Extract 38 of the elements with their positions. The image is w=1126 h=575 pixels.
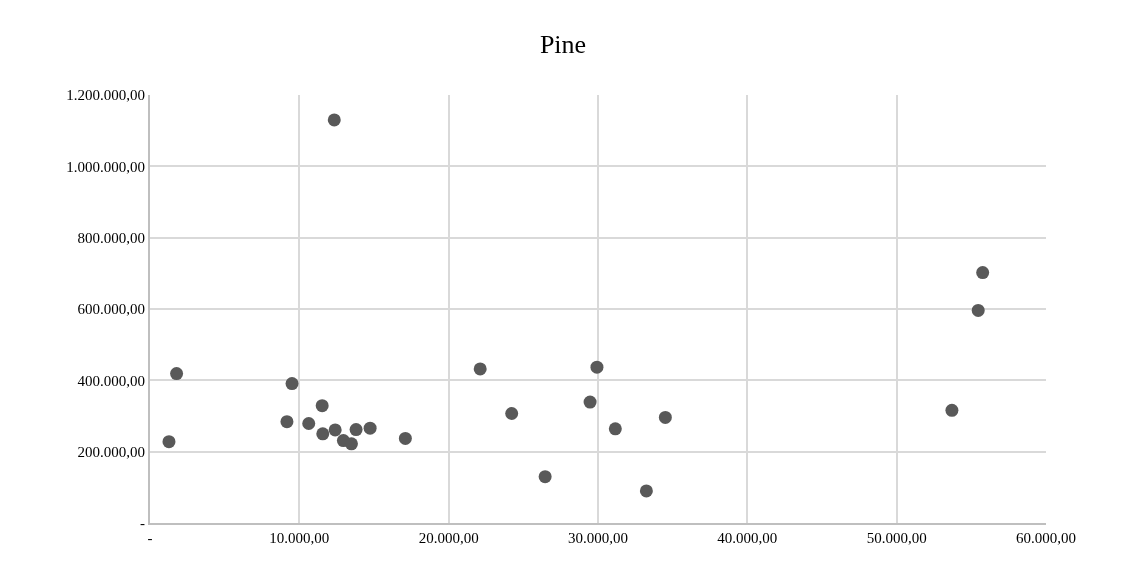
point bbox=[316, 427, 330, 441]
x-tick-label: 20.000,00 bbox=[418, 530, 479, 546]
point bbox=[170, 367, 184, 381]
point bbox=[608, 422, 622, 436]
x-tick-label: 10.000,00 bbox=[269, 530, 330, 546]
point bbox=[583, 395, 597, 409]
y-tick-label: 200.000,00 bbox=[77, 443, 145, 460]
point bbox=[590, 360, 604, 374]
point bbox=[363, 421, 377, 435]
point bbox=[302, 416, 316, 430]
point bbox=[285, 377, 299, 391]
y-tick-label: 1.200.000,00 bbox=[66, 87, 145, 104]
point bbox=[945, 403, 959, 417]
y-tick-label: 400.000,00 bbox=[77, 372, 145, 389]
point bbox=[162, 435, 176, 449]
y-tick-label: 600.000,00 bbox=[77, 301, 145, 318]
point bbox=[658, 410, 672, 424]
point bbox=[315, 399, 329, 413]
x-tick-label: 50.000,00 bbox=[866, 530, 927, 546]
x-tick-label: 40.000,00 bbox=[717, 530, 778, 546]
point bbox=[349, 423, 363, 437]
point bbox=[473, 362, 487, 376]
point bbox=[327, 113, 341, 127]
point bbox=[344, 437, 358, 451]
point bbox=[971, 303, 985, 317]
x-tick-label: 30.000,00 bbox=[568, 530, 628, 546]
point bbox=[398, 431, 412, 445]
point bbox=[976, 266, 990, 280]
point bbox=[505, 407, 519, 420]
y-tick-label: - bbox=[140, 515, 145, 532]
point bbox=[639, 484, 653, 498]
x-tick-label: 60.000,00 bbox=[1016, 530, 1076, 546]
point bbox=[328, 423, 342, 437]
y-tick-label: 1.000.000,00 bbox=[66, 158, 145, 175]
chart-title: Pine bbox=[539, 29, 587, 59]
point bbox=[538, 470, 552, 484]
y-tick-label: 800.000,00 bbox=[77, 229, 145, 246]
point bbox=[280, 415, 294, 429]
